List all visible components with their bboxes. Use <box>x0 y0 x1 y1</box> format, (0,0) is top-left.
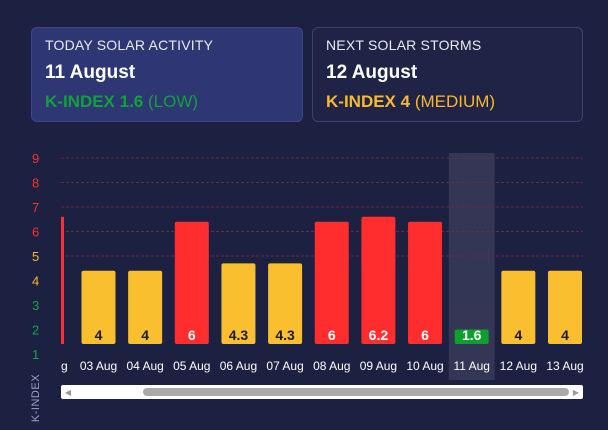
bar[interactable] <box>454 329 489 345</box>
bar[interactable] <box>501 270 536 344</box>
y-tick-label: 3 <box>32 298 39 313</box>
y-tick-label: 6 <box>32 225 39 240</box>
x-tick-label: 03 Aug <box>80 359 117 373</box>
highlight-column <box>448 153 495 380</box>
bar[interactable] <box>174 221 209 344</box>
y-tick-label: 4 <box>32 274 39 289</box>
today-date: 11 August <box>45 62 136 83</box>
y-tick-label: 2 <box>32 323 39 338</box>
bar[interactable] <box>268 263 303 344</box>
bar[interactable] <box>221 263 256 344</box>
x-tick-label: 05 Aug <box>173 359 210 373</box>
scroll-left-arrow-icon[interactable]: ◀ <box>64 387 72 397</box>
bar[interactable] <box>81 270 116 344</box>
today-activity-card: TODAY SOLAR ACTIVITY 11 August K-INDEX 1… <box>31 27 303 122</box>
next-storms-card: NEXT SOLAR STORMS 12 August K-INDEX 4 (M… <box>312 27 583 122</box>
x-tick-label: 10 Aug <box>406 359 443 373</box>
y-tick-label: 7 <box>32 200 39 215</box>
y-tick-label: 5 <box>32 249 39 264</box>
bar-value-label: 4.3 <box>275 327 295 343</box>
y-axis-label: K-INDEX <box>30 373 42 423</box>
bar[interactable] <box>548 270 582 344</box>
y-tick-label: 8 <box>32 176 39 191</box>
x-tick-label: 04 Aug <box>126 359 163 373</box>
today-kindex-level: (LOW) <box>147 92 199 111</box>
kindex-bar-chart: 1 2 3 4 5 6 7 8 9 g 4 03 Aug 4 04 Aug 6 05 Aug 4.3 06 Aug… <box>32 151 584 380</box>
x-tick-label: 08 Aug <box>313 359 350 373</box>
bar-value-label: 4 <box>141 327 149 343</box>
today-kindex-line: K-INDEX 1.6 (LOW) <box>45 92 289 112</box>
bar-value-label: 4 <box>95 327 103 343</box>
bar-value-label: 6 <box>328 327 336 343</box>
x-tick-label: 06 Aug <box>220 359 257 373</box>
bar[interactable] <box>361 216 396 344</box>
chart-scrollbar[interactable]: ◀ ▶ <box>61 385 583 399</box>
next-kindex-level: (MEDIUM) <box>414 92 496 111</box>
y-tick-label: 9 <box>32 151 39 166</box>
next-kindex-value: K-INDEX 4 <box>326 92 411 111</box>
x-tick-label: 07 Aug <box>266 359 303 373</box>
bar-value-label: 6 <box>188 327 196 343</box>
next-date: 12 August <box>326 62 418 83</box>
bar-value-label: 6 <box>421 327 429 343</box>
bar-value-label: 4 <box>514 327 522 343</box>
bar-value-label: 4 <box>561 327 569 343</box>
bar[interactable] <box>408 221 443 344</box>
bar-value-label: 1.6 <box>462 327 482 343</box>
bar-value-label: 6.2 <box>369 327 389 343</box>
scroll-right-arrow-icon[interactable]: ▶ <box>572 387 580 397</box>
today-card-title: TODAY SOLAR ACTIVITY <box>45 37 214 53</box>
scrollbar-thumb[interactable] <box>143 388 569 396</box>
today-kindex-value: K-INDEX 1.6 <box>45 92 144 111</box>
next-card-title: NEXT SOLAR STORMS <box>326 37 482 53</box>
bar[interactable] <box>314 221 349 344</box>
partial-bar <box>61 216 64 344</box>
x-tick-label: 09 Aug <box>360 359 397 373</box>
x-tick-label: 12 Aug <box>500 359 537 373</box>
y-tick-label: 1 <box>32 347 39 362</box>
bar[interactable] <box>128 270 163 344</box>
x-tick-label: 13 Aug <box>546 359 583 373</box>
bar-value-label: 4.3 <box>229 327 249 343</box>
x-tick-label: g <box>61 359 68 373</box>
x-tick-label: 11 Aug <box>453 359 489 373</box>
next-kindex-line: K-INDEX 4 (MEDIUM) <box>326 92 569 112</box>
